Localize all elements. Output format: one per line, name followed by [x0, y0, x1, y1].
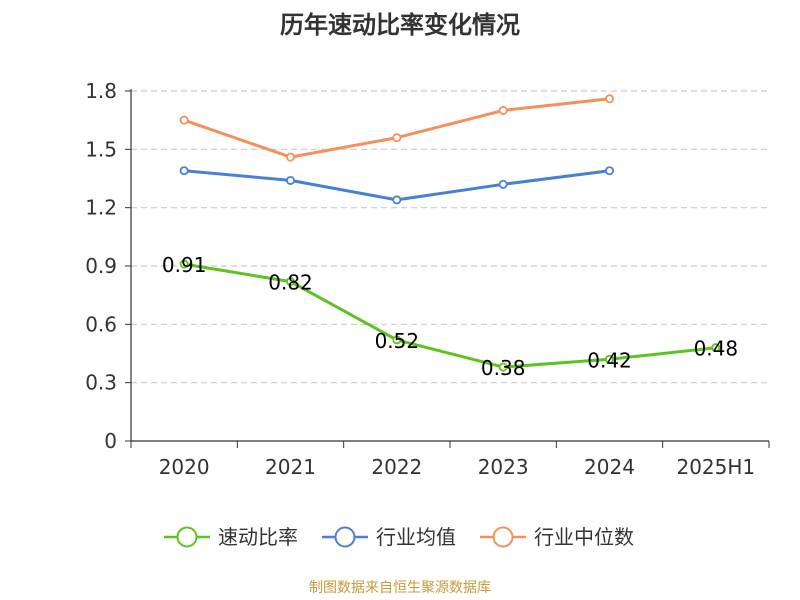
- data-point: [392, 133, 402, 143]
- data-point: [392, 195, 402, 205]
- x-tick-label: 2023: [478, 455, 529, 479]
- data-point: [711, 343, 721, 353]
- data-point: [285, 175, 295, 185]
- y-tick-label: 1.8: [85, 79, 117, 103]
- legend-marker: [492, 526, 514, 548]
- data-label: 0.42: [587, 348, 632, 372]
- y-tick-label: 1.2: [85, 196, 117, 220]
- y-tick-label: 0.3: [85, 371, 117, 395]
- x-tick-label: 2025H1: [676, 455, 755, 479]
- series-line: [183, 97, 610, 159]
- data-label: 0.52: [375, 329, 420, 353]
- data-point: [605, 94, 615, 104]
- y-tick-label: 0.6: [85, 312, 117, 336]
- data-point: [498, 105, 508, 115]
- data-label: 0.82: [268, 271, 313, 295]
- legend-label: 行业均值: [376, 525, 456, 549]
- x-tick-label: 2022: [371, 455, 422, 479]
- data-point: [498, 362, 508, 372]
- data-label: 0.38: [481, 356, 526, 380]
- data-point: [285, 152, 295, 162]
- legend-label: 速动比率: [218, 525, 298, 549]
- data-source-note: 制图数据来自恒生聚源数据库: [309, 580, 491, 596]
- data-point: [285, 277, 295, 287]
- legend-marker: [176, 526, 198, 548]
- series-line: [183, 262, 716, 369]
- data-point: [179, 259, 189, 269]
- x-tick-label: 2020: [159, 455, 210, 479]
- data-point: [605, 166, 615, 176]
- data-label: 0.48: [694, 337, 739, 361]
- data-label: 0.91: [162, 253, 207, 277]
- x-tick-label: 2021: [265, 455, 316, 479]
- data-point: [179, 115, 189, 125]
- x-tick-label: 2024: [584, 455, 635, 479]
- chart-title: 历年速动比率变化情况: [280, 11, 520, 39]
- y-tick-label: 0: [104, 429, 117, 453]
- data-point: [605, 354, 615, 364]
- legend-label: 行业中位数: [534, 525, 634, 549]
- legend-marker: [334, 526, 356, 548]
- y-tick-label: 1.5: [85, 137, 117, 161]
- data-point: [498, 179, 508, 189]
- data-point: [179, 166, 189, 176]
- data-point: [392, 335, 402, 345]
- y-tick-label: 0.9: [85, 254, 117, 278]
